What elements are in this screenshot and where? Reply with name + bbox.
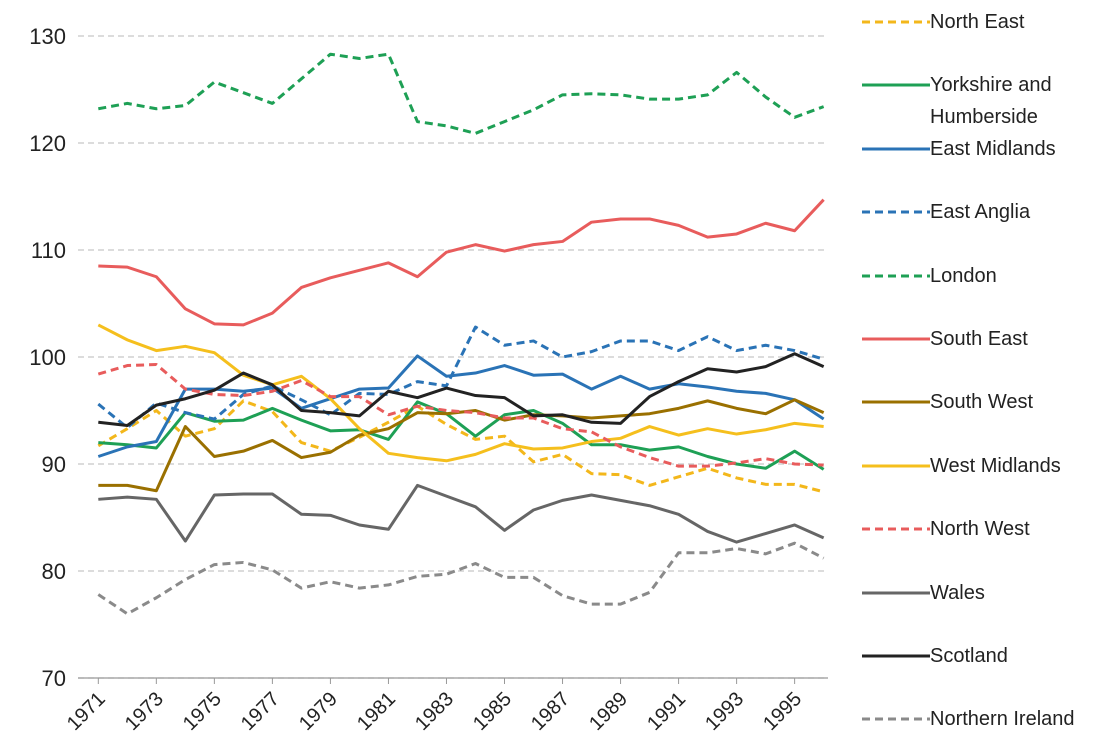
legend-item: East Anglia <box>860 196 1110 228</box>
legend-swatch <box>862 400 930 404</box>
x-tick-label: 1989 <box>585 688 632 735</box>
legend-swatch <box>862 210 930 214</box>
legend-item: Northern Ireland <box>860 703 1110 735</box>
series-line <box>98 400 825 471</box>
legend-label: East Midlands <box>930 137 1056 160</box>
y-tick-label: 120 <box>29 131 66 156</box>
series-line <box>97 325 825 430</box>
legend-item: North East <box>860 6 1110 38</box>
legend-label: South East <box>930 328 1028 350</box>
legend-label: Yorkshire and Humberside <box>930 74 1052 129</box>
legend-swatch <box>862 83 930 87</box>
x-tick-label: 1985 <box>469 688 516 735</box>
legend-swatch <box>862 654 930 658</box>
legend-label: Northern Ireland <box>930 708 1075 731</box>
series-line <box>97 354 825 458</box>
legend-item: London <box>860 260 1110 292</box>
x-tick-label: 1981 <box>353 688 400 735</box>
legend-label: Wales <box>930 581 985 604</box>
series-line <box>98 352 825 427</box>
legend-swatch <box>862 464 930 468</box>
legend-label: West Midlands <box>930 454 1061 477</box>
legend-swatch <box>862 274 930 278</box>
legend-swatch <box>862 337 930 341</box>
x-tick-label: 1983 <box>411 688 458 735</box>
x-tick-label: 1971 <box>63 688 110 735</box>
y-tick-label: 90 <box>42 452 66 477</box>
legend-label: Scotland <box>930 645 1008 667</box>
legend-item: East Midlands <box>860 133 1110 165</box>
series-line <box>97 541 825 616</box>
series-line <box>98 52 825 135</box>
x-tick-label: 1975 <box>179 688 226 735</box>
legend-label: North West <box>930 518 1030 541</box>
legend-swatch <box>862 527 930 531</box>
x-tick-label: 1979 <box>295 688 342 735</box>
series-line <box>98 398 825 493</box>
series-line <box>98 198 825 327</box>
x-tick-label: 1991 <box>643 688 690 735</box>
x-tick-label: 1973 <box>121 688 168 735</box>
legend-swatch <box>862 147 930 151</box>
series-line <box>97 323 824 463</box>
series-line <box>98 483 825 544</box>
legend-item: Scotland <box>860 640 1110 672</box>
legend-item: South East <box>860 323 1110 355</box>
y-tick-label: 110 <box>31 238 66 263</box>
legend-swatch <box>862 20 930 24</box>
series-line <box>97 399 825 494</box>
legend-swatch <box>862 591 930 595</box>
x-tick-label: 1995 <box>759 688 806 735</box>
x-tick-label: 1977 <box>237 688 284 735</box>
y-tick-label: 100 <box>29 345 66 370</box>
legend-label: East Anglia <box>930 201 1031 224</box>
legend-swatch <box>862 717 930 721</box>
legend-item: Yorkshire and Humberside <box>860 69 1110 133</box>
legend-label: London <box>930 264 997 287</box>
legend-label: South West <box>930 391 1034 414</box>
legend-label: North East <box>930 11 1025 33</box>
legend-item: Wales <box>860 577 1110 609</box>
y-tick-label: 70 <box>42 666 66 691</box>
x-tick-label: 1987 <box>527 688 574 735</box>
legend-item: West Midlands <box>860 450 1110 482</box>
y-tick-label: 130 <box>29 24 66 49</box>
y-tick-label: 80 <box>42 559 66 584</box>
legend-item: North West <box>860 513 1110 545</box>
x-tick-label: 1993 <box>701 688 748 735</box>
legend-item: South West <box>860 386 1110 418</box>
series-line <box>97 362 824 468</box>
